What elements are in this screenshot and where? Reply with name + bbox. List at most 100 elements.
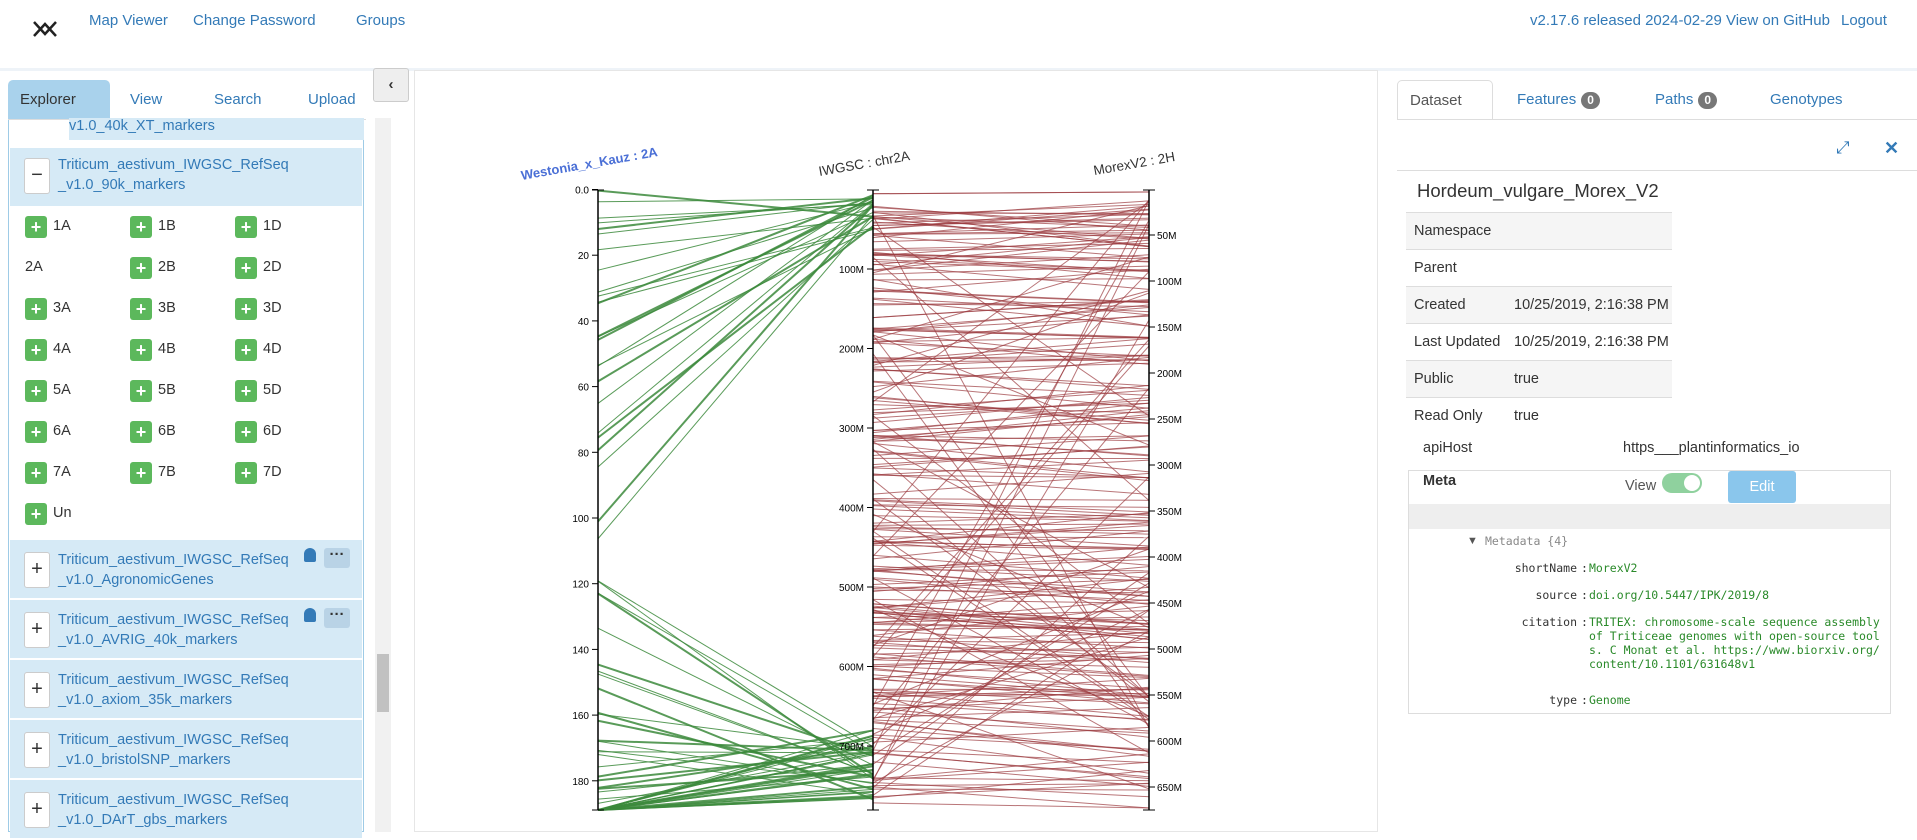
chromosome[interactable]: 5B — [158, 382, 176, 398]
property-key: Read Only — [1414, 398, 1483, 435]
dataset-partial: v1.0_40k_XT_markers — [69, 118, 364, 140]
chromosome[interactable]: 1A — [53, 218, 71, 234]
tree-value: Genome — [1589, 693, 1881, 707]
logout[interactable]: Logout — [1841, 12, 1887, 29]
navbar: v2.17.6 released 2024-02-29 View on GitH… — [0, 0, 1917, 68]
nav-link[interactable]: Groups — [356, 12, 405, 29]
menu[interactable]: ··· — [324, 608, 350, 628]
tab-underline — [1397, 119, 1917, 120]
dataset-name[interactable]: Triticum_aestivum_IWGSC_RefSeq_v1.0_DArT… — [58, 790, 290, 830]
chromosome[interactable]: 4D — [263, 341, 282, 357]
chromosome[interactable]: 7A — [53, 464, 71, 480]
chromosome[interactable]: 7D — [263, 464, 282, 480]
edit-button[interactable]: Edit — [1728, 471, 1796, 503]
meta-bar — [1409, 504, 1890, 529]
chromosome[interactable]: 5A — [53, 382, 71, 398]
dataset-name[interactable]: Triticum_aestivum_IWGSC_RefSeq_v1.0_axio… — [58, 670, 290, 710]
nav-link[interactable]: Change Password — [193, 12, 316, 29]
dataset-name: Triticum_aestivum_IWGSC_RefSeq_v1.0_90k_… — [58, 155, 290, 195]
chromosome[interactable]: 6B — [158, 423, 176, 439]
logo[interactable] — [30, 14, 60, 44]
tab-label: Features — [1517, 91, 1576, 108]
tab[interactable]: Explorer — [8, 80, 110, 120]
add-button[interactable]: + — [130, 421, 152, 443]
property-row: Namespace — [1406, 212, 1672, 249]
add-button[interactable]: + — [235, 380, 257, 402]
add-button[interactable]: + — [235, 421, 257, 443]
chromosome[interactable]: 4B — [158, 341, 176, 357]
add-button[interactable]: + — [130, 339, 152, 361]
nav-link[interactable]: Map Viewer — [89, 12, 168, 29]
collapse-button[interactable]: ‹ — [373, 68, 409, 102]
chromosome[interactable]: 6A — [53, 423, 71, 439]
tab[interactable]: Search — [202, 80, 290, 120]
close-button[interactable]: ✕ — [1884, 138, 1899, 159]
collapse[interactable]: − — [24, 158, 50, 194]
add-button[interactable]: + — [25, 216, 47, 238]
chromosome: 2A — [25, 259, 43, 275]
expand[interactable]: + — [24, 792, 50, 828]
expand[interactable]: + — [24, 672, 50, 708]
add-button[interactable]: + — [25, 339, 47, 361]
dataset: +Triticum_aestivum_IWGSC_RefSeq_v1.0_DAr… — [10, 780, 362, 840]
add-button[interactable]: + — [25, 380, 47, 402]
tab[interactable]: Genotypes — [1758, 80, 1868, 120]
add-button[interactable]: + — [130, 257, 152, 279]
toggle-knob — [1684, 475, 1700, 491]
add-button[interactable]: + — [130, 216, 152, 238]
add-button[interactable]: + — [235, 216, 257, 238]
menu[interactable]: ··· — [324, 548, 350, 568]
tree-value: TRITEX: chromosome-scale sequence assemb… — [1589, 615, 1881, 671]
add-button[interactable]: + — [25, 298, 47, 320]
release[interactable]: v2.17.6 released 2024-02-29 View on GitH… — [1530, 12, 1830, 29]
tree-colon: : — [1581, 615, 1588, 629]
chromosome[interactable]: 1D — [263, 218, 282, 234]
chromosome[interactable]: Un — [53, 505, 72, 521]
add-button[interactable]: + — [235, 257, 257, 279]
dataset-name[interactable]: Triticum_aestivum_IWGSC_RefSeq_v1.0_AVRI… — [58, 610, 290, 650]
add-button[interactable]: + — [235, 298, 257, 320]
chromosome[interactable]: 6D — [263, 423, 282, 439]
dataset-name[interactable]: Triticum_aestivum_IWGSC_RefSeq_v1.0_Agro… — [58, 550, 290, 590]
add-button[interactable]: + — [235, 462, 257, 484]
tree-toggle[interactable]: ▼ — [1467, 535, 1478, 547]
add-button[interactable]: + — [25, 503, 47, 525]
add-button[interactable]: + — [25, 421, 47, 443]
dataset-name[interactable]: Triticum_aestivum_IWGSC_RefSeq_v1.0_bris… — [58, 730, 290, 770]
chromosome[interactable]: 2B — [158, 259, 176, 275]
add-button[interactable]: + — [235, 339, 257, 361]
expand[interactable]: + — [24, 732, 50, 768]
add-button[interactable]: + — [25, 462, 47, 484]
add-button[interactable]: + — [130, 298, 152, 320]
view-toggle[interactable] — [1662, 473, 1702, 493]
tab[interactable]: Dataset — [1397, 80, 1493, 120]
dataset: +Triticum_aestivum_IWGSC_RefSeq_v1.0_AVR… — [10, 600, 362, 660]
dataset: +Triticum_aestivum_IWGSC_RefSeq_v1.0_Agr… — [10, 540, 362, 600]
expand[interactable]: + — [24, 612, 50, 648]
chromosome[interactable]: 3B — [158, 300, 176, 316]
tab[interactable]: Upload — [296, 80, 370, 120]
chromosome[interactable]: 5D — [263, 382, 282, 398]
expand[interactable]: + — [24, 552, 50, 588]
tab[interactable]: View — [118, 80, 192, 120]
chromosome[interactable]: 4A — [53, 341, 71, 357]
add-button[interactable]: + — [130, 380, 152, 402]
chromosome[interactable]: 2D — [263, 259, 282, 275]
expand-button[interactable]: ⤢ — [1836, 138, 1850, 158]
property-key: Namespace — [1414, 213, 1491, 250]
dataset-title: Hordeum_vulgare_Morex_V2 — [1417, 180, 1659, 202]
add-button[interactable]: + — [130, 462, 152, 484]
chromosome[interactable]: 7B — [158, 464, 176, 480]
owner-icon — [304, 548, 316, 562]
badge: 0 — [1698, 92, 1717, 109]
chromosome[interactable]: 3A — [53, 300, 71, 316]
dataset-expanded: −Triticum_aestivum_IWGSC_RefSeq_v1.0_90k… — [10, 148, 362, 208]
chromosome[interactable]: 3D — [263, 300, 282, 316]
tree-value: MorexV2 — [1589, 561, 1881, 575]
chromosome[interactable]: 1B — [158, 218, 176, 234]
